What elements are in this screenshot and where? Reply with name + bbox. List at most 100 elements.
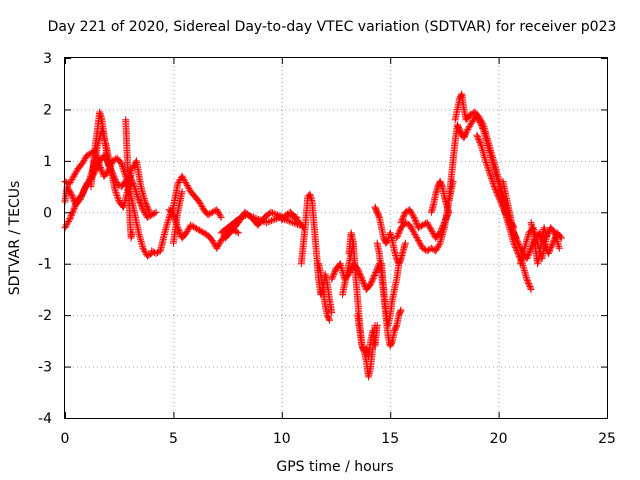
y-tick-label: -2 — [38, 308, 52, 324]
data-point — [131, 184, 139, 192]
data-point — [495, 194, 503, 202]
data-point — [555, 244, 563, 252]
data-point — [438, 224, 446, 232]
data-point — [489, 178, 497, 186]
data-point — [414, 224, 422, 232]
data-point — [509, 222, 517, 230]
data-point — [400, 211, 408, 219]
data-point — [184, 226, 192, 234]
data-point — [217, 213, 225, 221]
series-track-12 — [297, 190, 336, 317]
data-point — [179, 174, 187, 182]
data-point — [135, 195, 143, 203]
series-track-8 — [169, 188, 186, 247]
data-point — [146, 212, 154, 220]
data-point — [326, 316, 333, 324]
data-point — [330, 271, 337, 279]
data-point — [487, 173, 495, 181]
data-point — [198, 228, 206, 236]
data-point — [411, 216, 419, 224]
data-point — [193, 225, 200, 233]
data-point — [492, 187, 500, 195]
data-point — [466, 121, 474, 129]
data-point — [492, 186, 499, 193]
data-point — [479, 119, 487, 127]
data-point — [407, 223, 415, 231]
data-point — [65, 216, 73, 224]
data-point — [182, 180, 190, 188]
data-point — [165, 213, 173, 221]
data-point — [356, 269, 363, 277]
data-point — [440, 219, 448, 227]
data-point — [64, 184, 72, 192]
data-point — [369, 276, 376, 284]
data-point — [197, 201, 205, 209]
data-point — [213, 244, 221, 252]
series-track-18 — [373, 239, 405, 350]
x-tick-label: 25 — [598, 431, 616, 447]
data-point — [142, 200, 150, 207]
data-point — [442, 216, 450, 224]
data-point — [144, 204, 152, 212]
chart-title: Day 221 of 2020, Sidereal Day-to-day VTE… — [48, 19, 617, 35]
x-tick-label: 10 — [273, 431, 291, 447]
data-point — [69, 174, 77, 182]
data-point — [178, 188, 186, 196]
data-point — [398, 217, 406, 225]
data-point — [183, 227, 191, 235]
y-axis-tick-labels: -4 -3 -2 -1 0 1 2 3 — [38, 51, 52, 427]
data-point — [466, 122, 473, 130]
data-point — [466, 111, 474, 119]
data-point — [373, 321, 381, 329]
data-point — [411, 230, 419, 238]
series-track-19 — [378, 260, 403, 329]
data-point — [263, 219, 271, 227]
data-point — [437, 227, 445, 235]
data-point — [66, 179, 74, 186]
data-point — [526, 247, 534, 255]
data-point — [408, 210, 416, 218]
x-tick-label: 5 — [169, 431, 178, 447]
data-point — [81, 185, 88, 193]
data-point — [465, 124, 473, 132]
data-point — [69, 207, 77, 215]
y-tick-label: -3 — [38, 360, 52, 376]
data-point — [128, 229, 136, 237]
data-point — [433, 245, 441, 253]
series-track-11 — [278, 208, 307, 232]
data-point — [204, 211, 212, 219]
data-point — [182, 179, 189, 186]
data-point — [69, 195, 77, 203]
data-point — [526, 283, 534, 290]
data-point — [497, 197, 504, 205]
data-point — [141, 198, 149, 206]
data-point — [76, 195, 84, 203]
data-point — [496, 196, 504, 204]
data-point — [180, 175, 188, 183]
data-point — [215, 240, 223, 248]
data-point — [209, 238, 217, 246]
data-point — [78, 159, 86, 167]
data-point — [194, 225, 202, 233]
data-point — [113, 192, 121, 200]
data-point — [396, 227, 404, 235]
data-point — [413, 219, 420, 227]
data-point — [65, 186, 73, 194]
data-point — [72, 168, 80, 176]
data-point — [475, 137, 483, 145]
data-point — [427, 225, 434, 233]
data-point — [434, 242, 442, 250]
data-point — [474, 133, 481, 141]
data-point — [328, 275, 336, 283]
data-point — [270, 210, 278, 218]
data-point — [395, 230, 403, 238]
data-point — [201, 230, 209, 238]
data-point — [285, 217, 293, 225]
data-point — [369, 274, 377, 282]
data-point — [370, 273, 378, 281]
data-point — [69, 193, 77, 201]
data-point — [415, 238, 423, 246]
data-point — [62, 222, 70, 230]
series-track-5 — [122, 116, 136, 242]
